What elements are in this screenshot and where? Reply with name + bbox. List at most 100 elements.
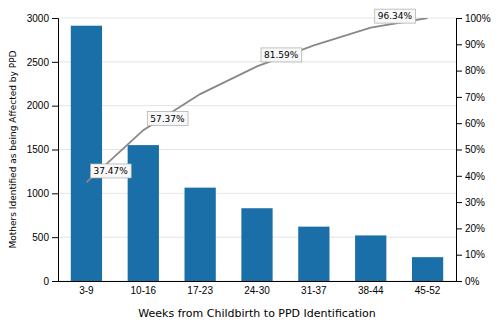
x-axis: 3-9 10-16 17-23 24-30 31-37 38-44 45-52 [59,281,457,296]
tick-label: 17-23 [187,285,213,296]
x-tick: 24-30 [244,281,270,296]
grid-line [58,61,456,62]
annotation-text: 81.59% [264,50,299,60]
tick-label: 10-16 [130,285,156,296]
y2-tick: 40% [456,171,485,182]
bar [241,208,272,281]
grid-line [58,193,456,194]
tick-label: 40% [465,171,485,182]
plot: 3-9 10-16 17-23 24-30 31-37 38-44 45-52 0 500 100… [27,9,491,296]
tick-mark [456,71,462,72]
tick-mark [52,281,58,282]
tick-label: 2500 [27,57,50,68]
tick-mark [456,281,462,282]
y2-tick: 80% [456,65,485,76]
y-tick: 3000 [27,13,58,24]
y-tick: 2500 [27,57,58,68]
y2-tick: 70% [456,92,485,103]
bar [412,257,443,281]
tick-label: 45-52 [415,285,441,296]
y2-tick: 0% [456,276,480,287]
tick-label: 30% [465,197,485,208]
annotation: 96.34% [375,9,416,23]
annotation-box [375,9,416,23]
tick-mark [456,255,462,256]
tick-mark [456,228,462,229]
tick-label: 2000 [27,100,50,111]
annotation-text: 96.34% [378,11,413,21]
tick-label: 70% [465,92,485,103]
y2-tick: 50% [456,144,485,155]
bar [71,26,102,281]
tick-mark [456,18,462,19]
tick-label: 50% [465,144,485,155]
annotation-box [147,112,188,126]
tick-mark [456,123,462,124]
bar [185,188,216,281]
tick-label: 100% [465,13,491,24]
tick-label: 60% [465,118,485,129]
y2-tick: 30% [456,197,485,208]
annotation-text: 37.47% [93,166,128,176]
marks [71,18,443,281]
annotation-box [90,164,131,178]
y-tick: 1500 [27,144,58,155]
annotation: 37.47% [90,164,131,178]
axis-line [457,19,463,282]
x-tick: 45-52 [415,281,441,296]
tick-mark [52,193,58,194]
bar [128,145,159,281]
bar [298,227,329,281]
tick-label: 1000 [27,188,50,199]
tick-label: 0 [43,276,49,287]
annotation-text: 57.37% [150,114,185,124]
tick-label: 10% [465,249,485,260]
tick-mark [52,106,58,107]
x-tick: 10-16 [130,281,156,296]
chart: 3-9 10-16 17-23 24-30 31-37 38-44 45-52 0 500 100… [0,0,500,325]
tick-mark [456,97,462,98]
tick-label: 3-9 [79,285,94,296]
tick-mark [456,44,462,45]
x-tick: 31-37 [301,281,327,296]
tick-label: 31-37 [301,285,327,296]
y2-tick: 100% [456,13,491,24]
y2-tick: 20% [456,223,485,234]
tick-label: 24-30 [244,285,270,296]
tick-label: 500 [32,232,49,243]
tick-mark [52,62,58,63]
tick-mark [52,237,58,238]
tick-label: 90% [465,39,485,50]
x-tick: 38-44 [358,281,384,296]
y2-tick: 60% [456,118,485,129]
axis-line [59,281,457,282]
y-tick: 0 [43,276,58,287]
y2-tick: 10% [456,249,485,260]
annotations: 37.47% 57.37% 81.59% 96.34% [90,9,415,178]
y2-tick: 90% [456,39,485,50]
bar [355,235,386,281]
axis-line [52,19,59,282]
tick-mark [456,176,462,177]
y-tick: 2000 [27,100,58,111]
tick-label: 80% [465,65,485,76]
bars [71,26,443,281]
grid [58,18,456,281]
tick-mark [456,202,462,203]
annotation: 57.37% [147,112,188,126]
tick-label: 38-44 [358,285,384,296]
tick-label: 1500 [27,144,50,155]
y-tick: 1000 [27,188,58,199]
annotation: 81.59% [261,48,302,62]
tick-mark [456,150,462,151]
grid-line [58,149,456,150]
x-axis-title: Weeks from Childbirth to PPD Identificat… [138,307,375,320]
y2-axis: 0% 10% 20% 30% 40% 50% 60% 70% 80% 90% 100% [456,13,491,287]
y-tick: 500 [32,232,58,243]
x-tick: 3-9 [79,281,94,296]
line [86,18,427,182]
tick-mark [52,18,58,19]
tick-label: 0% [465,276,480,287]
tick-label: 3000 [27,13,50,24]
y-axis-title: Mothers Identified as being Affected by … [8,50,18,248]
